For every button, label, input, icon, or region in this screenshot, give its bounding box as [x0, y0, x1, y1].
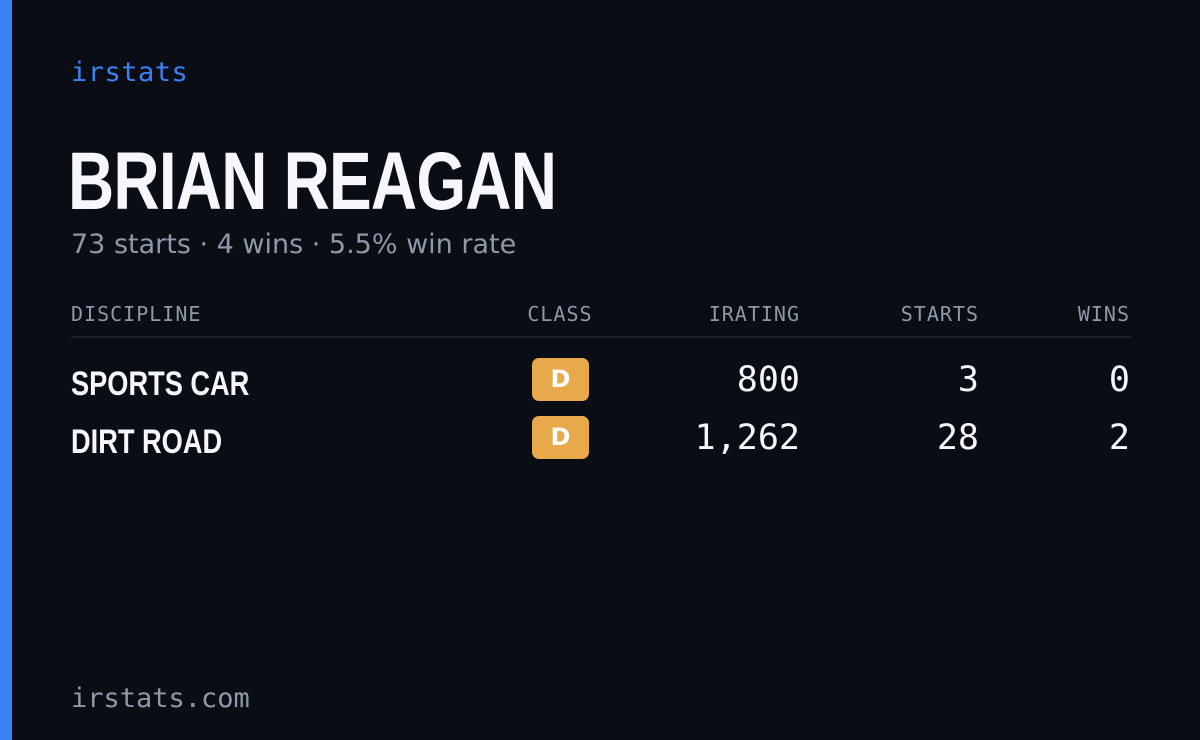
header-wins: WINS — [1077, 302, 1130, 326]
footer-url: irstats.com — [71, 683, 250, 714]
table-row: SPORTS CAR D 800 3 0 — [71, 354, 1131, 412]
stats-table: DISCIPLINE CLASS IRATING STARTS WINS SPO… — [71, 296, 1131, 470]
driver-name: BRIAN REAGAN — [68, 136, 557, 227]
discipline-name: SPORTS CAR — [71, 365, 250, 403]
irating-value: 1,262 — [694, 418, 800, 458]
class-badge: D — [532, 358, 589, 401]
starts-value: 28 — [936, 418, 979, 458]
header-irating: IRATING — [708, 302, 800, 326]
wins-value: 2 — [1108, 418, 1130, 458]
class-badge: D — [532, 416, 589, 459]
driver-summary: 73 starts · 4 wins · 5.5% win rate — [71, 229, 517, 260]
accent-bar — [0, 0, 12, 740]
discipline-name: DIRT ROAD — [71, 423, 223, 461]
header-class: CLASS — [527, 302, 593, 326]
irating-value: 800 — [736, 360, 800, 400]
table-row: DIRT ROAD D 1,262 28 2 — [71, 412, 1131, 470]
table-header-row: DISCIPLINE CLASS IRATING STARTS WINS — [71, 296, 1131, 338]
starts-value: 3 — [957, 360, 979, 400]
header-starts: STARTS — [900, 302, 979, 326]
header-discipline: DISCIPLINE — [71, 302, 202, 326]
wins-value: 0 — [1108, 360, 1130, 400]
brand-logo-text: irstats — [71, 57, 189, 88]
